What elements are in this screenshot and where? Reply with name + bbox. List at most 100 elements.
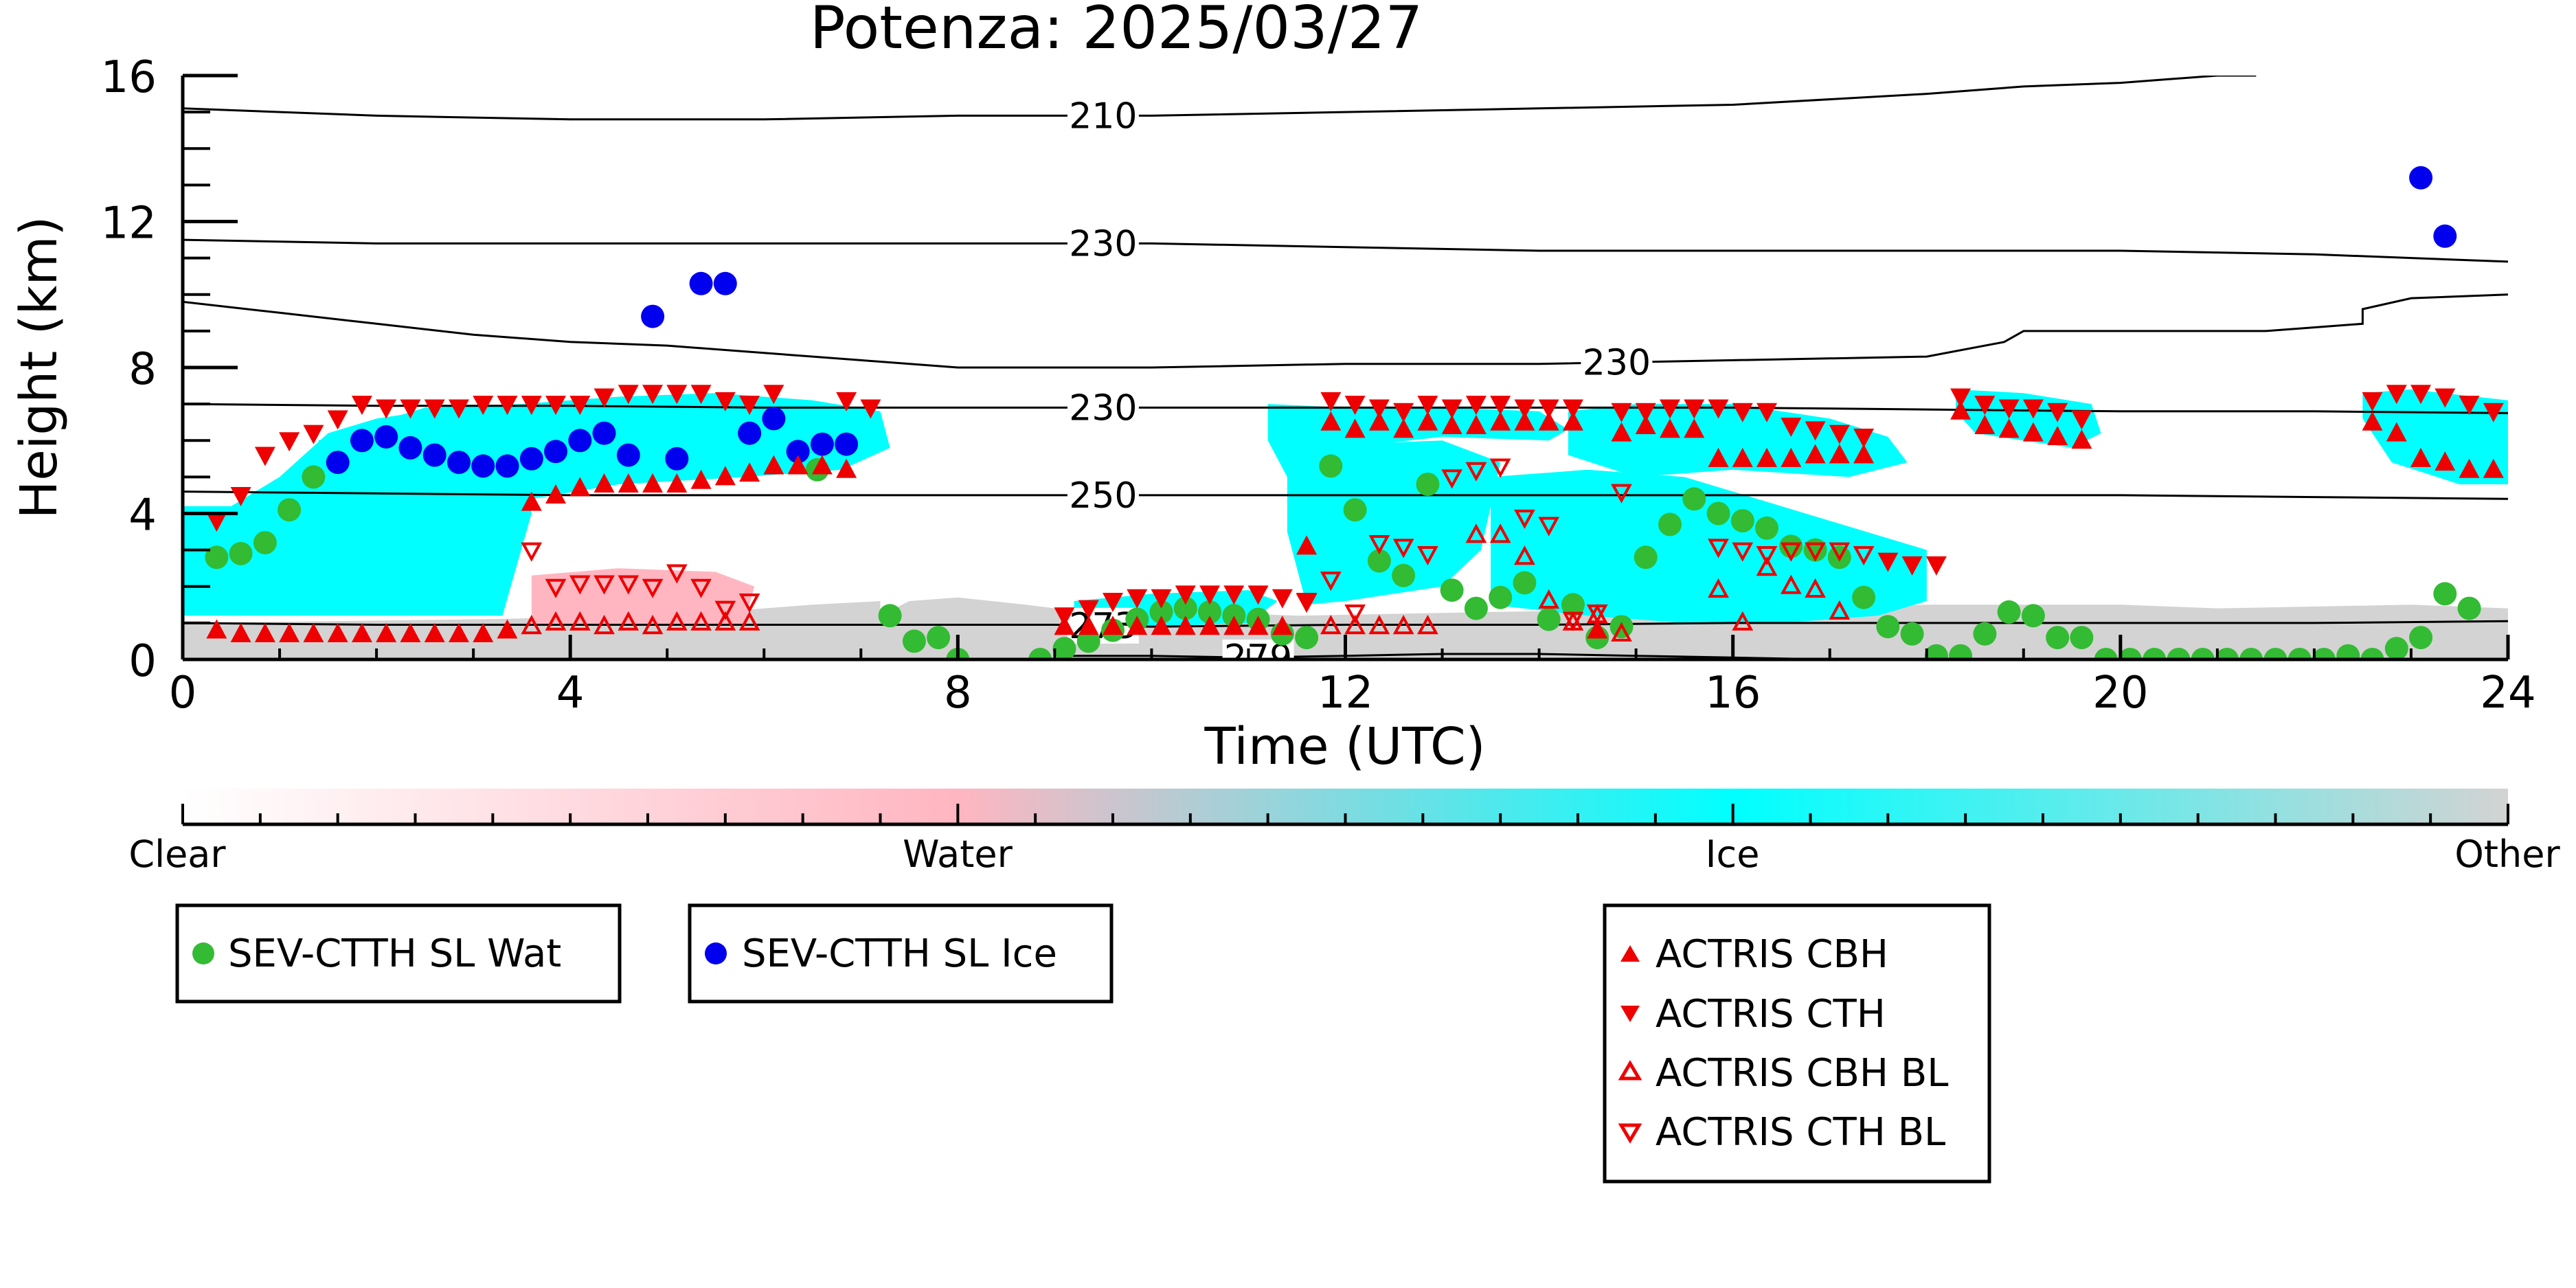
sev-ctth-sl-wat-point-51 [2021, 604, 2045, 628]
actris-cth-point-42 [1441, 399, 1462, 419]
sev-ctth-sl-wat-point-67 [2409, 626, 2433, 650]
x-tick-label-16: 16 [1705, 668, 1761, 719]
actris-cbh-point-71 [2459, 458, 2480, 478]
actris-cbh-bl-point-7 [690, 611, 712, 631]
legend-marker-sev-ice [705, 942, 727, 964]
actris-cth-point-1 [230, 486, 251, 506]
actris-cbh-bl-point-13 [1392, 615, 1414, 635]
isotherm-label-bg-4 [1067, 477, 1139, 513]
actris-cbh-point-53 [1684, 418, 1705, 438]
actris-cth-point-37 [1320, 392, 1342, 411]
legend-label-sev-ice: SEV-CTTH SL Ice [742, 931, 1057, 976]
sev-ctth-sl-wat-point-46 [1900, 622, 1924, 646]
actris-cth-point-24 [836, 392, 857, 411]
actris-cbh-point-0 [206, 619, 227, 639]
sev-ctth-sl-wat-point-6 [878, 604, 902, 628]
legend-marker-actris-cbh-bl [1618, 1060, 1642, 1081]
actris-cbh-point-47 [1538, 411, 1559, 431]
x-tick-label-12: 12 [1318, 668, 1373, 719]
water-region-0 [531, 568, 755, 623]
actris-cth-point-11 [473, 396, 494, 416]
actris-cbh-point-4 [303, 622, 324, 642]
legend-marker-actris-cth [1620, 1006, 1640, 1022]
sev-ctth-sl-wat-point-62 [2287, 648, 2312, 659]
actris-cbh-point-26 [836, 458, 857, 478]
actris-cth-point-59 [1877, 552, 1899, 572]
actris-cth-point-2 [254, 447, 275, 466]
actris-cbh-point-42 [1417, 411, 1438, 431]
sev-ctth-sl-wat-point-27 [1440, 578, 1464, 602]
sev-ctth-sl-wat-point-41 [1779, 534, 1803, 558]
actris-cth-bl-point-5 [642, 578, 664, 598]
actris-cbh-bl-point-5 [642, 615, 664, 635]
actris-cbh-bl-point-8 [714, 611, 736, 631]
sev-ctth-sl-wat-point-32 [1561, 593, 1585, 617]
sev-ctth-sl-wat-point-15 [1149, 600, 1173, 624]
sev-ctth-sl-wat-point-4 [302, 465, 326, 489]
legend-actris: ACTRIS CBH ACTRIS CTH ACTRIS CBH BL ACTR… [1603, 903, 1991, 1184]
sev-ctth-sl-wat-point-53 [2070, 626, 2094, 650]
actris-cbh-point-19 [666, 473, 688, 493]
colorbar-label-other: Other [2454, 833, 2560, 876]
actris-cbh-point-28 [1078, 615, 1099, 635]
actris-cth-bl-point-21 [1562, 611, 1584, 631]
sev-ctth-sl-wat-point-26 [1416, 473, 1440, 496]
actris-cbh-point-2 [254, 622, 275, 642]
actris-cth-point-71 [2434, 388, 2456, 408]
actris-cbh-point-65 [2047, 425, 2068, 445]
actris-cth-point-29 [1127, 589, 1148, 609]
actris-cth-point-9 [424, 399, 445, 419]
actris-cth-point-48 [1611, 403, 1632, 422]
actris-cbh-point-24 [787, 455, 809, 475]
sev-ctth-sl-ice-point-11 [592, 421, 616, 445]
actris-cth-bl-point-2 [569, 575, 591, 595]
actris-cbh-point-21 [714, 466, 736, 486]
actris-cbh-point-22 [739, 462, 760, 482]
actris-cbh-point-46 [1514, 411, 1535, 431]
actris-cth-point-54 [1756, 403, 1778, 422]
sev-ctth-sl-wat-point-47 [1924, 644, 1948, 659]
sev-ctth-sl-wat-point-56 [2143, 648, 2167, 659]
actris-cth-point-19 [666, 385, 688, 405]
actris-cth-bl-point-28 [1805, 542, 1826, 562]
actris-cbh-bl-point-26 [1805, 578, 1826, 598]
actris-cth-bl-point-4 [618, 575, 640, 595]
actris-cth-bl-point-16 [1441, 469, 1463, 489]
sev-ctth-sl-wat-point-50 [1997, 600, 2021, 624]
actris-cbh-point-61 [1950, 400, 1971, 420]
actris-cth-bl-point-10 [1296, 594, 1318, 613]
actris-cth-bl-point-13 [1368, 535, 1390, 555]
actris-cth-bl-point-19 [1514, 509, 1535, 529]
actris-cbh-point-63 [1998, 418, 2020, 438]
actris-cth-point-60 [1901, 556, 1923, 576]
actris-cbh-point-9 [424, 622, 445, 642]
sev-ctth-sl-ice-point-21 [835, 432, 859, 456]
actris-cth-point-50 [1659, 399, 1680, 419]
isotherm-label-bg-3 [1067, 389, 1139, 426]
actris-cth-point-46 [1538, 399, 1559, 419]
actris-cbh-bl-point-1 [545, 611, 567, 631]
actris-cth-point-30 [1151, 589, 1172, 609]
sev-ctth-sl-wat-point-68 [2433, 582, 2457, 606]
actris-cbh-bl-point-21 [1611, 622, 1632, 642]
sev-ctth-sl-wat-point-64 [2336, 644, 2360, 659]
actris-cth-bl-point-6 [666, 564, 688, 584]
legend-satellite-frame [175, 903, 622, 1004]
sev-ctth-sl-wat-point-45 [1876, 615, 1900, 639]
sev-ctth-sl-ice-point-15 [689, 271, 713, 295]
actris-cbh-bl-point-0 [521, 615, 543, 635]
sev-ctth-sl-ice-point-5 [447, 451, 471, 475]
actris-cth-point-41 [1417, 396, 1438, 416]
actris-cbh-point-5 [327, 622, 348, 642]
actris-cbh-point-32 [1175, 615, 1196, 635]
isotherm-label-1: 230 [1069, 223, 1137, 264]
isotherm-line-2 [183, 293, 2508, 369]
actris-cbh-point-39 [1344, 418, 1366, 438]
sev-ctth-sl-ice-point-19 [786, 440, 810, 464]
actris-cth-point-22 [739, 396, 760, 416]
actris-cbh-point-29 [1103, 615, 1123, 635]
actris-cth-point-73 [2483, 403, 2504, 422]
sev-ctth-sl-wat-point-44 [1852, 585, 1876, 609]
actris-cbh-bl-point-2 [569, 611, 591, 631]
